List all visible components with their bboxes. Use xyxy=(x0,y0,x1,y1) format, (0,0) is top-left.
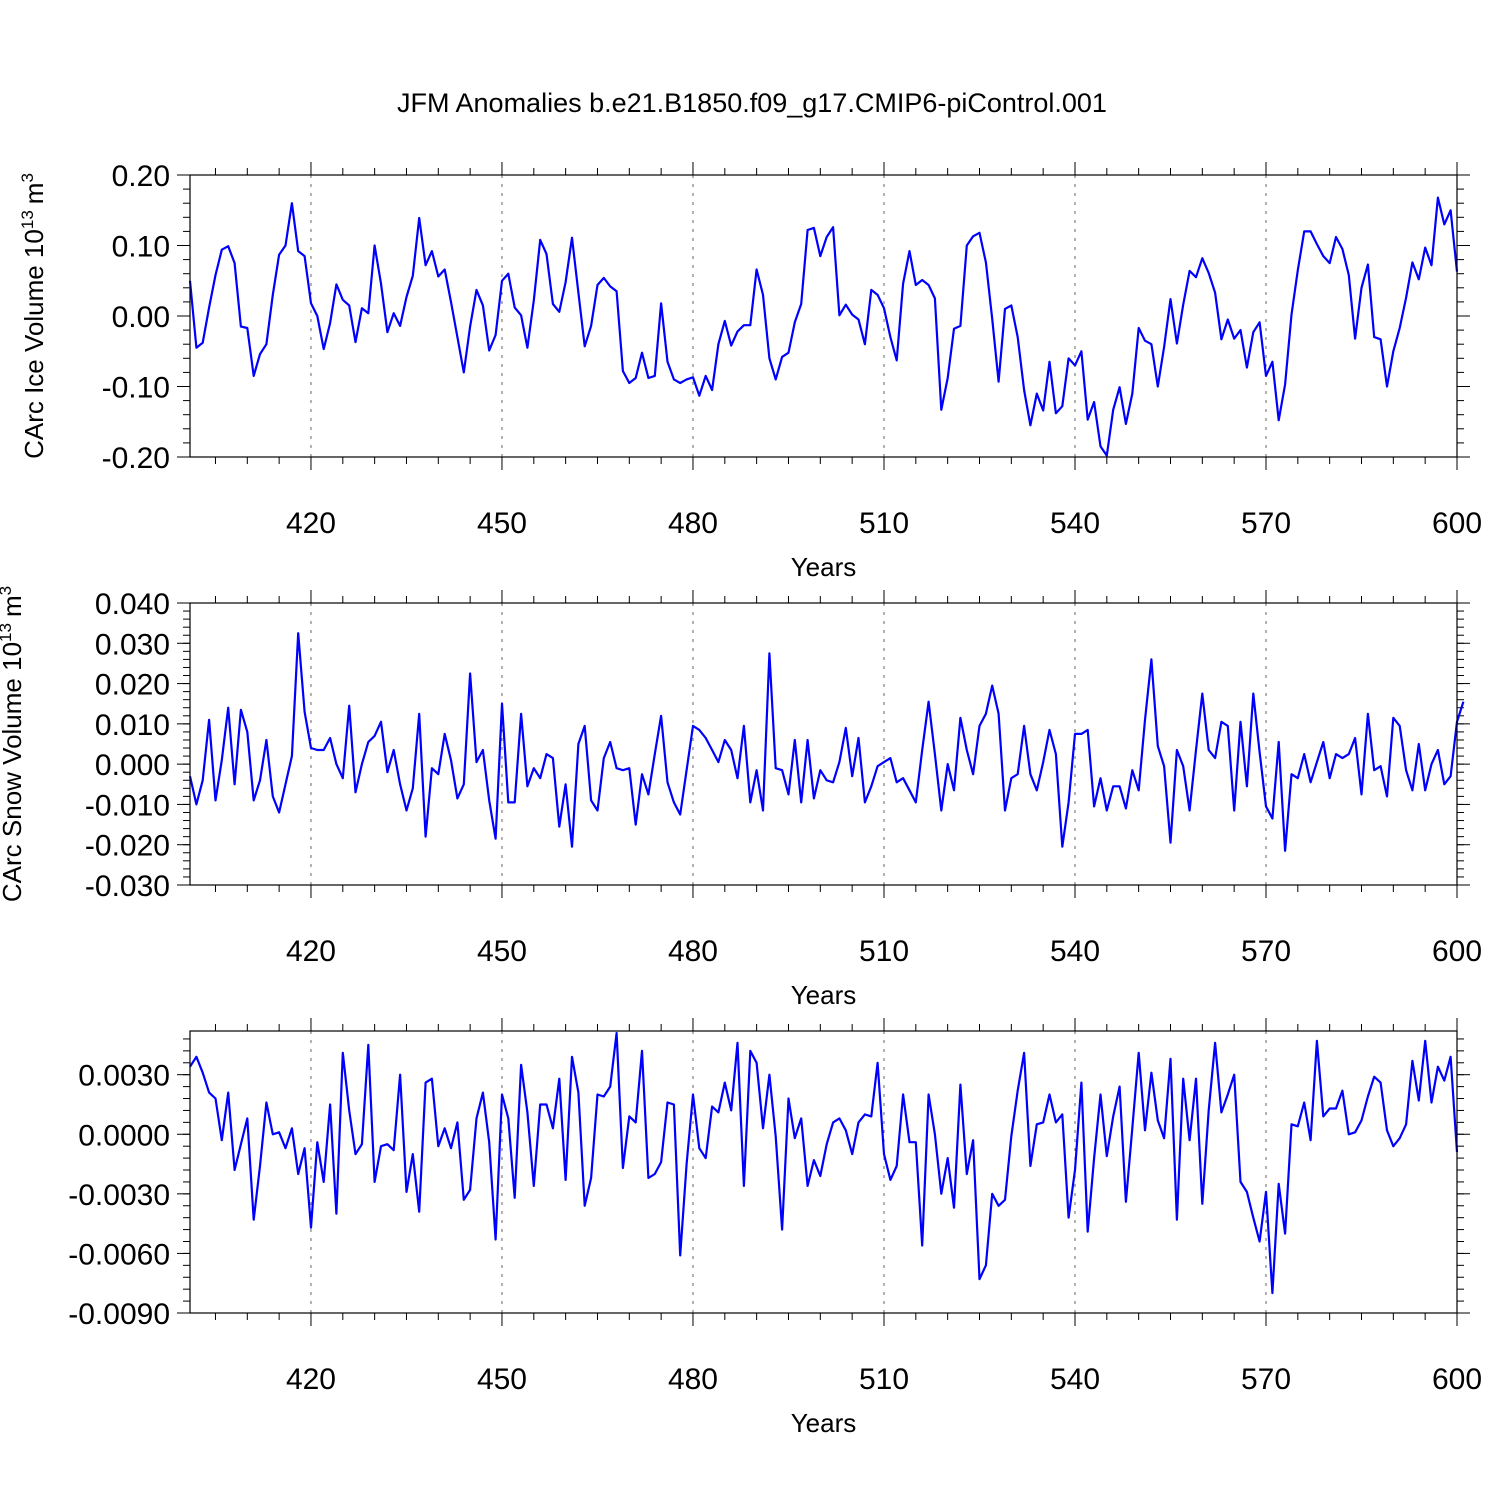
x-tick-label: 510 xyxy=(859,935,909,968)
y-tick-label: 0.20 xyxy=(112,160,170,193)
y-tick-label: 0.030 xyxy=(95,628,170,661)
y-axis-label-ylabel-exponent: 13 xyxy=(18,210,37,229)
x-tick-label: 600 xyxy=(1432,935,1482,968)
x-tick-label: 480 xyxy=(668,1363,718,1396)
y-tick-label: 0.0030 xyxy=(78,1060,170,1093)
y-tick-label: 0.000 xyxy=(95,749,170,782)
y-tick-label: 0.00 xyxy=(112,301,170,334)
x-axis-label: Years xyxy=(791,552,857,582)
plot-frame xyxy=(189,1030,1458,1314)
y-tick-label: -0.0090 xyxy=(68,1298,170,1331)
y-tick-label: 0.040 xyxy=(95,588,170,621)
y-tick-label: -0.0030 xyxy=(68,1179,170,1212)
y-tick-label: 0.010 xyxy=(95,709,170,742)
x-tick-label: 480 xyxy=(668,507,718,540)
plot-frame xyxy=(189,602,1458,886)
x-tick-label: 450 xyxy=(477,1363,527,1396)
figure-title: JFM Anomalies b.e21.B1850.f09_g17.CMIP6-… xyxy=(397,88,1107,118)
x-tick-label: 420 xyxy=(286,935,336,968)
y-tick-label: -0.10 xyxy=(102,372,170,405)
x-tick-label: 450 xyxy=(477,935,527,968)
x-tick-label: 570 xyxy=(1241,507,1291,540)
series-line-panel-2 xyxy=(188,632,1465,852)
x-axis-label: Years xyxy=(791,980,857,1010)
x-tick-label: 510 xyxy=(859,507,909,540)
panel-3: 420 450 480 510 540 570 600 0.0030 0.0000 -0.0030… xyxy=(68,1018,1482,1438)
x-tick-label: 540 xyxy=(1050,507,1100,540)
y-axis-label-ylabel-unit-exponent: 3 xyxy=(18,173,37,182)
x-tick-label: 600 xyxy=(1432,507,1482,540)
panel-2: 420 450 480 510 540 570 600 0.040 0.030 0.020 0.01… xyxy=(0,586,1482,1010)
x-tick-label: 540 xyxy=(1050,935,1100,968)
y-tick-label: 0.0000 xyxy=(78,1119,170,1152)
x-tick-label: 420 xyxy=(286,507,336,540)
series-line-panel-1 xyxy=(188,196,1459,457)
y-axis-label-ylabel-unit: m xyxy=(0,595,27,617)
y-tick-label: -0.030 xyxy=(85,870,170,903)
y-axis-label-ylabel-unit: m xyxy=(19,183,49,205)
x-tick-label: 510 xyxy=(859,1363,909,1396)
y-axis-label: CArc Snow Volume 1013 m3 xyxy=(0,586,27,902)
y-tick-label: -0.020 xyxy=(85,830,170,863)
y-axis-label-ylabel: CArc Snow Volume 10 xyxy=(0,642,27,902)
plot-frame xyxy=(189,174,1458,458)
x-tick-label: 540 xyxy=(1050,1363,1100,1396)
panel-1: 420 450 480 510 540 570 600 0.20 0.10 0.00 -0.10 -0… xyxy=(18,160,1482,582)
x-tick-label: 450 xyxy=(477,507,527,540)
x-tick-label: 570 xyxy=(1241,935,1291,968)
y-axis-label: CArc Ice Volume 1013 m3 xyxy=(18,173,49,459)
panels: 420 450 480 510 540 570 600 0.20 0.10 0.00 -0.10 -0… xyxy=(0,160,1482,1438)
y-tick-label: -0.0060 xyxy=(68,1238,170,1271)
series-line-panel-3 xyxy=(189,1031,1459,1295)
x-tick-label: 570 xyxy=(1241,1363,1291,1396)
y-tick-label: 0.10 xyxy=(112,231,170,264)
y-tick-label: 0.020 xyxy=(95,669,170,702)
y-tick-label: -0.20 xyxy=(102,442,170,475)
y-axis-label-ylabel-unit-exponent: 3 xyxy=(0,586,15,595)
x-tick-label: 480 xyxy=(668,935,718,968)
y-axis-label-ylabel: CArc Ice Volume 10 xyxy=(19,229,49,459)
x-tick-label: 420 xyxy=(286,1363,336,1396)
y-tick-label: -0.010 xyxy=(85,789,170,822)
y-axis-label-ylabel-exponent: 13 xyxy=(0,623,15,642)
x-tick-label: 600 xyxy=(1432,1363,1482,1396)
x-axis-label: Years xyxy=(791,1408,857,1438)
